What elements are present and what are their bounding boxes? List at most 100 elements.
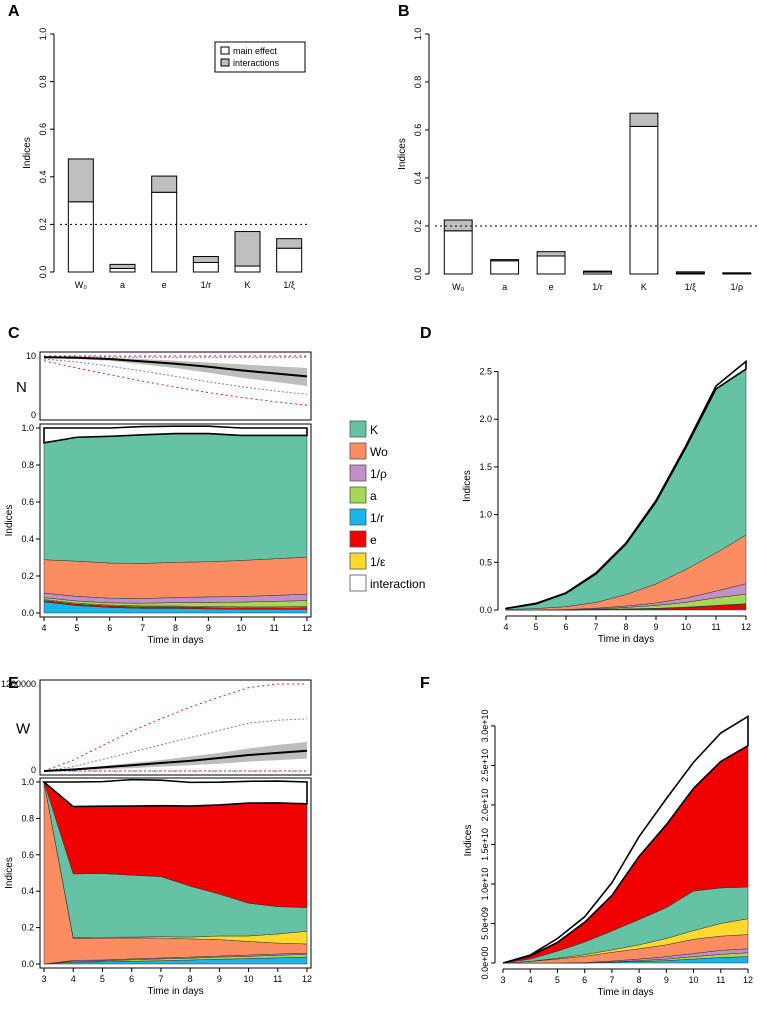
legend-label-interaction: interaction [370,577,425,591]
y-tick-label: 0.2 [21,923,34,933]
panel-label-d: D [420,325,432,342]
y-tick-label: 0.6 [38,123,48,136]
y-tick-label: 0.2 [413,220,423,233]
x-tick-label: 11 [273,974,282,984]
legend-swatch-eps [349,552,367,570]
panel-label-b: B [398,3,410,20]
y-tick-label: 0.5 [479,557,492,567]
bar-interactions [583,270,612,273]
x-tick-label: 10 [681,622,691,632]
legend-swatch-e [349,530,367,548]
inset-blue-lower [43,358,308,395]
x-tick-label: 12 [302,974,312,984]
y-tick-label: 0.0 [413,268,423,281]
x-tick-label: 6 [582,975,587,985]
area-series-Wo [43,556,308,599]
y-tick-label: 1.0 [38,28,48,41]
inset-tick-top: 10 [26,351,36,361]
bar-main-effect [490,260,520,275]
x-tick-label: 12 [741,622,751,632]
legend-swatch-interactions [220,58,230,67]
y-axis-label: Indices [4,505,15,537]
x-tick-label: 6 [129,974,134,984]
y-tick-label: 0.4 [413,172,423,185]
x-tick-label: 9 [653,622,658,632]
panel-label-c: C [8,325,20,342]
area-series-K [43,433,308,564]
area-series-interaction [43,425,308,444]
legend-label-W0: Wo [370,445,388,459]
inset-blue-upper [43,718,308,772]
panel-label-f: F [420,675,430,692]
y-tick-label: 0.8 [413,76,423,89]
bar-interactions [151,175,178,193]
inset-tick-top: 1200000 [1,679,36,689]
legend-swatch-main [220,46,230,55]
y-tick-label: 0.0e+00 [480,947,490,980]
x-tick-label: K [641,282,647,292]
bar-main-effect [151,191,178,273]
x-tick-label: 1/r [592,282,603,292]
x-tick-label: K [244,280,250,290]
y-tick-label: 2.5 [479,367,492,377]
x-axis-label: Time in days [597,987,653,998]
bar-interactions [629,112,659,127]
bar-legend-box [214,41,306,73]
x-tick-label: 11 [269,623,278,633]
x-tick-label: W₀ [452,282,464,292]
x-tick-label: 4 [41,623,46,633]
bar-main-effect [192,261,219,273]
area-series-interaction [502,714,749,964]
y-tick-label: 3.0e+10 [480,710,490,743]
y-tick-label: 0.6 [413,124,423,137]
x-tick-label: 5 [100,974,105,984]
x-tick-label: 9 [664,975,669,985]
y-tick-label: 1.0 [413,28,423,41]
bar-interactions [67,158,94,203]
x-tick-label: 6 [107,623,112,633]
area-series-interaction [41,778,308,808]
y-tick-label: 0.0 [38,266,48,279]
x-tick-label: 12 [302,623,312,633]
bar-interactions [536,251,566,257]
y-tick-label: 1.0 [479,510,492,520]
chart-b: 0.0 0.2 0.4 0.6 0.8 1.0 Indices W₀ a e 1/r K 1/ξ 1/ρ [397,28,760,292]
y-tick-label: 1.0 [21,777,34,787]
y-tick-label: 0.2 [21,571,34,581]
chart-f: 3 4 5 6 7 8 9 10 11 12 Time in days 0.0e+00 5.0e+09 1… [463,710,753,998]
y-tick-label: 0.0 [21,608,34,618]
x-tick-label: 7 [158,974,163,984]
panel-label-e: E [8,675,19,692]
plot-frame [39,777,312,969]
bar-interactions [192,256,219,263]
x-tick-label: 1/r [201,280,212,290]
y-tick-label: 0.2 [38,218,48,231]
chart-d: 4 5 6 7 8 9 10 11 12 Time in days 0.0 0.5 1.0 1.5 2.0 2… [462,359,751,645]
x-tick-label: 1/ξ [283,280,295,290]
x-tick-label: 5 [74,623,79,633]
legend-swatch-r [349,508,367,526]
inset-mean-line [43,356,308,378]
y-tick-label: 0.6 [21,497,34,507]
y-tick-label: 1.0 [21,423,34,433]
legend-label-e: e [370,533,377,547]
legend-swatch-interaction [349,574,367,592]
bar-main-effect [67,201,94,273]
area-legend: K Wo 1/ρ a 1/r e 1/ε interaction [349,420,425,592]
inset-variable-label: N [16,379,27,396]
x-tick-label: 11 [716,975,725,985]
area-series-interaction [505,359,747,610]
bar-interactions [675,271,705,274]
x-tick-label: 8 [623,622,628,632]
x-axis-label: Time in days [147,986,203,997]
x-tick-label: 3 [41,974,46,984]
y-tick-label: 0.6 [21,850,34,860]
x-tick-label: 8 [188,974,193,984]
legend-swatch-rho [349,464,367,482]
inset-sd-band [44,742,307,771]
x-tick-label: 5 [555,975,560,985]
panel-label-a: A [8,3,20,20]
x-tick-label: 7 [140,623,145,633]
y-axis-label: Indices [463,825,474,857]
